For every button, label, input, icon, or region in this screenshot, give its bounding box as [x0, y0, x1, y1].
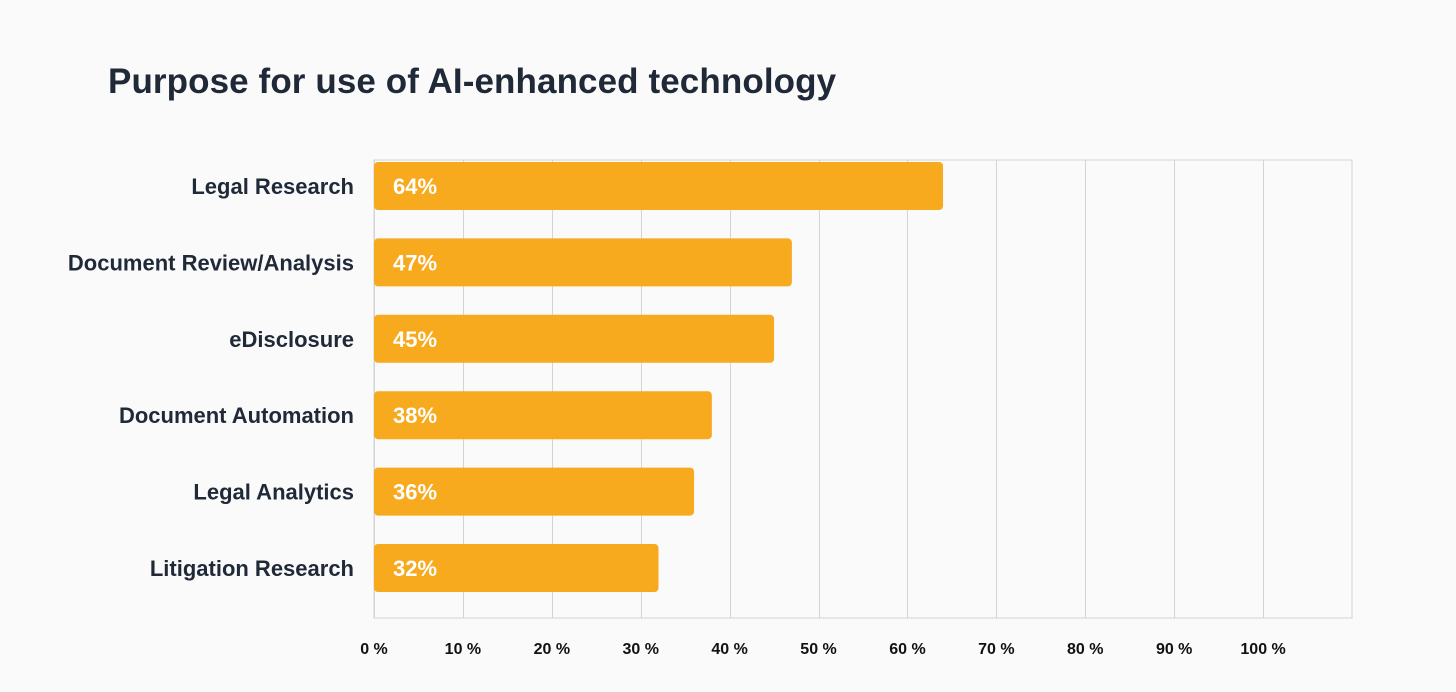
x-tick-label: 10 % [445, 641, 481, 658]
x-tick-label: 90 % [1156, 641, 1192, 658]
bar-value-label: 38% [393, 403, 437, 428]
bar [374, 162, 944, 210]
x-tick-label: 80 % [1067, 641, 1103, 658]
x-tick-label: 30 % [622, 641, 658, 658]
x-tick-label: 70 % [978, 641, 1014, 658]
bar-value-label: 64% [393, 174, 437, 199]
category-label: Litigation Research [150, 556, 354, 581]
category-label: eDisclosure [229, 327, 354, 352]
category-label: Legal Analytics [193, 480, 354, 505]
category-label: Document Review/Analysis [68, 250, 354, 275]
x-tick-label: 40 % [711, 641, 747, 658]
chart-title: Purpose for use of AI-enhanced technolog… [108, 62, 837, 101]
bar [374, 238, 792, 287]
category-label: Document Automation [119, 403, 354, 428]
bar [374, 314, 775, 363]
x-tick-label: 100 % [1240, 641, 1285, 658]
x-tick-label: 60 % [889, 641, 925, 658]
bar [374, 467, 695, 516]
category-labels: Legal Research Document Review/Analysis eD… [68, 174, 354, 581]
category-label: Legal Research [191, 174, 354, 199]
bar-value-label: 47% [393, 250, 437, 275]
x-axis-tick-labels: 0 % 10 % 20 % 30 % 40 % 50 % 60 % 70 % 80 % 90 % 1… [360, 641, 1286, 658]
grid-lines [373, 159, 1353, 619]
bar [374, 544, 659, 592]
bar-value-label: 32% [393, 556, 437, 581]
bar-value-label: 36% [393, 480, 437, 505]
bar-value-label: 45% [393, 327, 437, 352]
x-tick-label: 20 % [534, 641, 570, 658]
bars: 64% 47% 45% 38% 36% 32% [374, 162, 944, 592]
x-tick-label: 0 % [360, 641, 388, 658]
bar [374, 391, 712, 440]
x-tick-label: 50 % [800, 641, 836, 658]
